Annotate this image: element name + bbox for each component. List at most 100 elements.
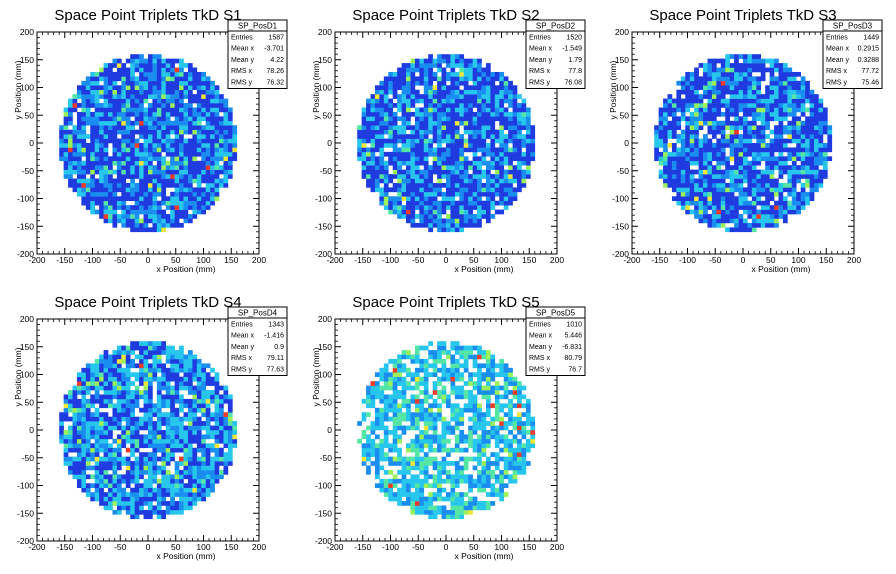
heatmap-cell bbox=[85, 438, 91, 444]
heatmap-cell bbox=[685, 160, 691, 166]
heatmap-cell bbox=[485, 94, 491, 99]
heatmap-cell bbox=[183, 214, 189, 219]
heatmap-cell bbox=[441, 111, 447, 117]
heatmap-cell bbox=[388, 156, 394, 162]
heatmap-cell bbox=[63, 398, 69, 404]
heatmap-cell bbox=[85, 367, 91, 373]
heatmap-cell bbox=[174, 478, 180, 484]
heatmap-cell bbox=[112, 452, 118, 457]
heatmap-cell bbox=[738, 107, 744, 113]
heatmap-cell bbox=[459, 103, 465, 108]
heatmap-cell bbox=[103, 120, 109, 126]
heatmap-cell bbox=[818, 107, 824, 113]
y-tick-label: 0 bbox=[624, 138, 629, 148]
heatmap-cell bbox=[214, 147, 220, 153]
heatmap-cell bbox=[148, 138, 153, 144]
heatmap-cell bbox=[130, 143, 135, 148]
heatmap-cell bbox=[747, 94, 753, 99]
heatmap-cell bbox=[747, 103, 753, 108]
heatmap-cell bbox=[388, 120, 394, 126]
heatmap-cell bbox=[76, 434, 82, 440]
heatmap-cell bbox=[477, 111, 482, 117]
stats-name: SP_PosD3 bbox=[833, 22, 873, 31]
heatmap-cell bbox=[747, 63, 753, 68]
heatmap-cell bbox=[778, 125, 784, 130]
heatmap-cell bbox=[463, 85, 469, 91]
heatmap-cell bbox=[689, 147, 695, 153]
heatmap-cell bbox=[743, 218, 748, 224]
heatmap-cell bbox=[791, 182, 797, 188]
heatmap-cell bbox=[108, 156, 113, 162]
heatmap-cell bbox=[161, 129, 167, 135]
heatmap-cell bbox=[130, 125, 135, 130]
heatmap-cell bbox=[148, 129, 153, 135]
heatmap-cell bbox=[446, 138, 451, 144]
heatmap-cell bbox=[437, 67, 442, 73]
heatmap-cell bbox=[508, 147, 513, 153]
heatmap-cell bbox=[116, 76, 122, 82]
heatmap-cell bbox=[366, 107, 371, 113]
heatmap-cell bbox=[99, 103, 104, 108]
heatmap-cell bbox=[782, 214, 788, 219]
heatmap-cell bbox=[219, 98, 224, 104]
heatmap-cell bbox=[108, 63, 113, 68]
heatmap-cell bbox=[778, 182, 784, 188]
heatmap-cell bbox=[139, 169, 144, 175]
heatmap-cell bbox=[156, 385, 162, 391]
heatmap-cell bbox=[392, 111, 398, 117]
heatmap-cell bbox=[769, 214, 775, 219]
heatmap-cell bbox=[81, 465, 87, 471]
heatmap-cell bbox=[743, 143, 748, 148]
heatmap-cell bbox=[130, 390, 135, 395]
heatmap-cell bbox=[187, 218, 193, 224]
heatmap-cell bbox=[85, 107, 91, 113]
heatmap-cell bbox=[388, 178, 394, 184]
heatmap-cell bbox=[170, 214, 175, 219]
heatmap-cell bbox=[81, 403, 87, 409]
heatmap-cell bbox=[125, 478, 131, 484]
heatmap-cell bbox=[703, 187, 708, 193]
heatmap-cell bbox=[743, 58, 748, 64]
heatmap-cell bbox=[156, 443, 162, 449]
stats-value: 76.08 bbox=[564, 80, 582, 87]
heatmap-cell bbox=[85, 443, 91, 449]
heatmap-cell bbox=[503, 187, 509, 193]
heatmap-cell bbox=[401, 169, 407, 175]
heatmap-cell bbox=[676, 138, 682, 144]
heatmap-cell bbox=[187, 469, 193, 475]
heatmap-cell bbox=[818, 178, 824, 184]
heatmap-cell bbox=[205, 143, 211, 148]
heatmap-cell bbox=[463, 143, 469, 148]
heatmap-cell bbox=[134, 76, 140, 82]
heatmap-cell bbox=[148, 514, 153, 520]
heatmap-cell bbox=[796, 205, 802, 210]
heatmap-cell bbox=[734, 134, 739, 139]
heatmap-cell bbox=[711, 196, 717, 202]
heatmap-cell bbox=[734, 147, 739, 153]
heatmap-cell bbox=[463, 187, 469, 193]
heatmap-cell bbox=[121, 358, 127, 364]
heatmap-cell bbox=[156, 103, 162, 108]
heatmap-cell bbox=[743, 111, 748, 117]
heatmap-cell bbox=[485, 151, 491, 157]
heatmap-cell bbox=[525, 134, 531, 139]
heatmap-cell bbox=[689, 71, 695, 77]
chart-panel-3: Space Point Triplets TkD S3-200 -150 -100-… bbox=[608, 7, 883, 274]
heatmap-cell bbox=[397, 67, 402, 73]
heatmap-cell bbox=[477, 67, 482, 73]
heatmap-cell bbox=[490, 103, 496, 108]
heatmap-cell bbox=[99, 434, 104, 440]
heatmap-cell bbox=[179, 191, 184, 197]
heatmap-cell bbox=[716, 205, 722, 210]
heatmap-cell bbox=[108, 376, 113, 382]
heatmap-cell bbox=[725, 111, 730, 117]
heatmap-cell bbox=[183, 487, 189, 493]
heatmap-cell bbox=[428, 187, 433, 193]
heatmap-cell bbox=[134, 354, 140, 360]
heatmap-cell bbox=[103, 478, 109, 484]
heatmap-cell bbox=[791, 129, 797, 135]
heatmap-cell bbox=[698, 111, 704, 117]
heatmap-cell bbox=[156, 478, 162, 484]
heatmap-cell bbox=[148, 196, 153, 202]
heatmap-cell bbox=[192, 125, 198, 130]
